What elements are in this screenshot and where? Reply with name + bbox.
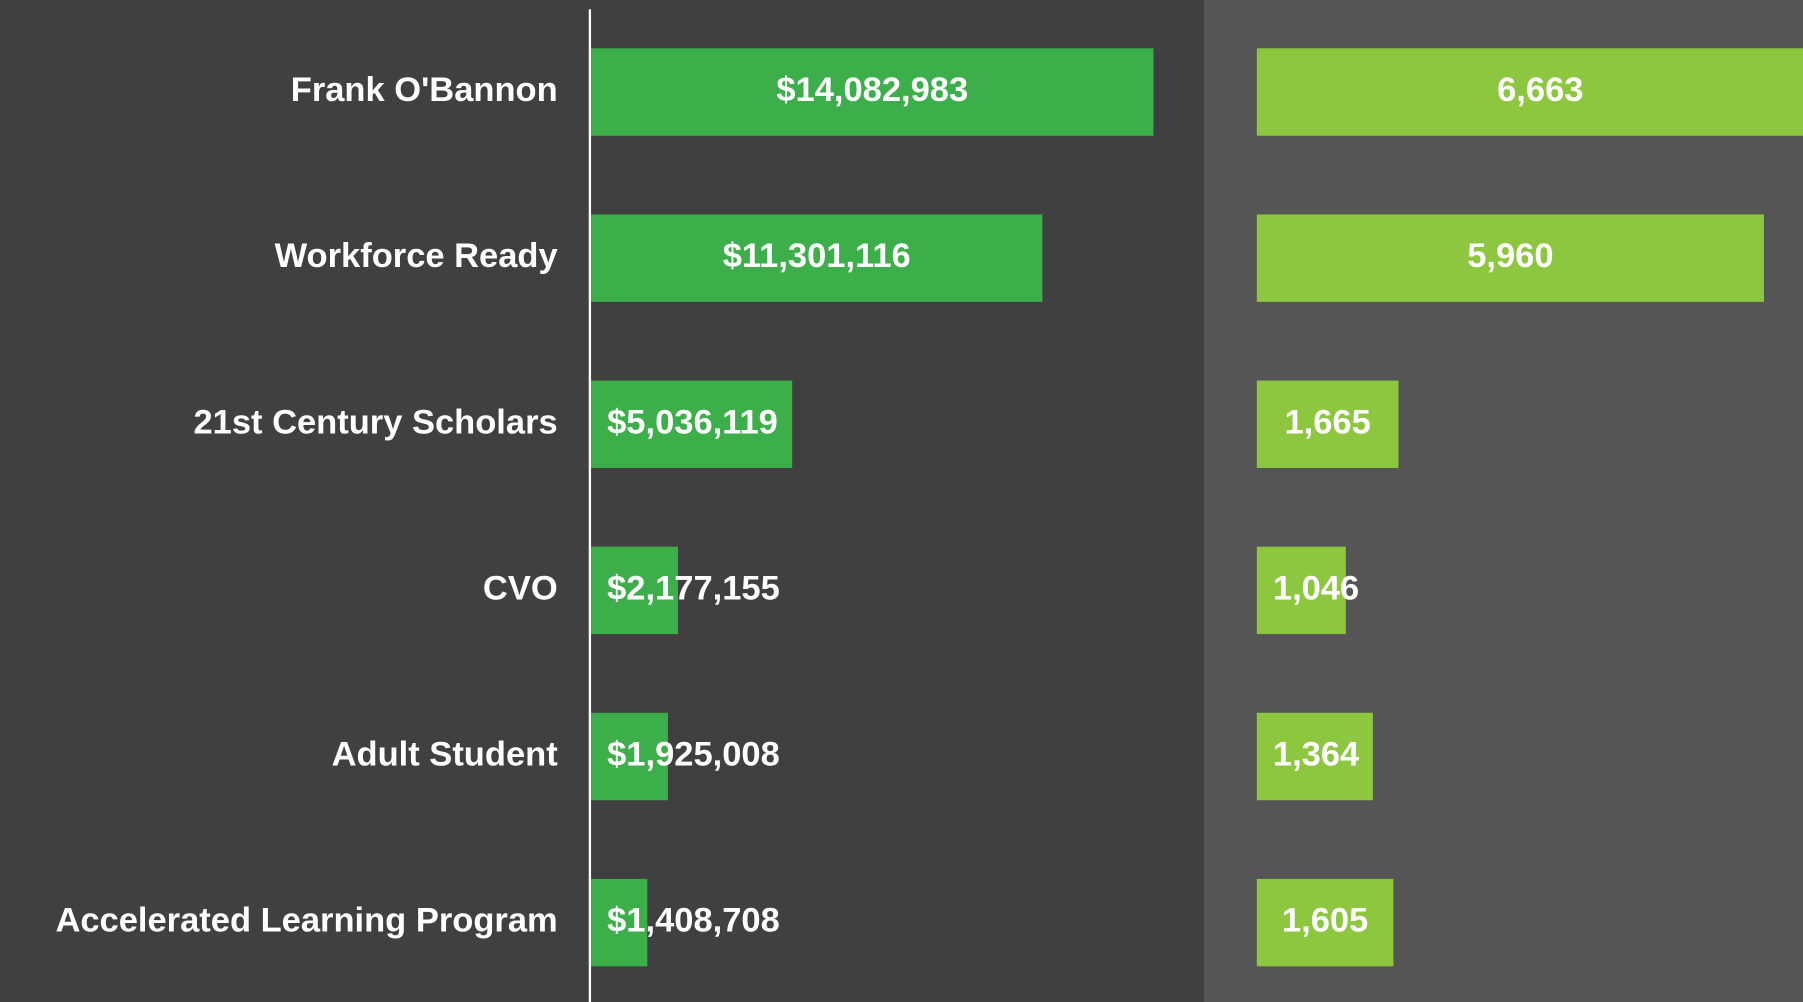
value-label: $1,408,708 xyxy=(607,902,780,940)
bar xyxy=(1256,214,1764,302)
category-label: Workforce Ready xyxy=(275,237,558,275)
bar xyxy=(591,712,668,801)
bar xyxy=(1256,712,1373,801)
bar xyxy=(591,214,1043,302)
right-panel xyxy=(1203,0,1803,1002)
value-label: $5,036,119 xyxy=(607,403,778,441)
value-label: 6,663 xyxy=(1497,71,1583,109)
bar xyxy=(1256,878,1394,967)
bar xyxy=(1256,546,1346,635)
category-label: Adult Student xyxy=(332,736,559,774)
category-label: 21st Century Scholars xyxy=(193,403,557,441)
value-label: 5,960 xyxy=(1467,237,1553,275)
bar xyxy=(591,380,793,468)
bar xyxy=(1256,380,1399,468)
value-label: 1,665 xyxy=(1284,403,1370,441)
bar xyxy=(591,546,678,635)
value-label: $2,177,155 xyxy=(607,569,780,607)
value-label: 1,046 xyxy=(1273,569,1359,607)
bar xyxy=(591,48,1154,136)
value-label: 1,364 xyxy=(1273,736,1359,774)
value-label: $11,301,116 xyxy=(723,237,911,275)
category-label: Frank O'Bannon xyxy=(291,71,558,109)
category-label: Accelerated Learning Program xyxy=(55,902,557,940)
bar xyxy=(1256,48,1803,136)
value-label: 1,605 xyxy=(1282,902,1368,940)
bar xyxy=(591,878,648,967)
left-panel xyxy=(0,0,1204,1002)
value-label: $1,925,008 xyxy=(607,736,780,774)
value-label: $14,082,983 xyxy=(776,71,968,109)
category-label: CVO xyxy=(483,569,558,607)
